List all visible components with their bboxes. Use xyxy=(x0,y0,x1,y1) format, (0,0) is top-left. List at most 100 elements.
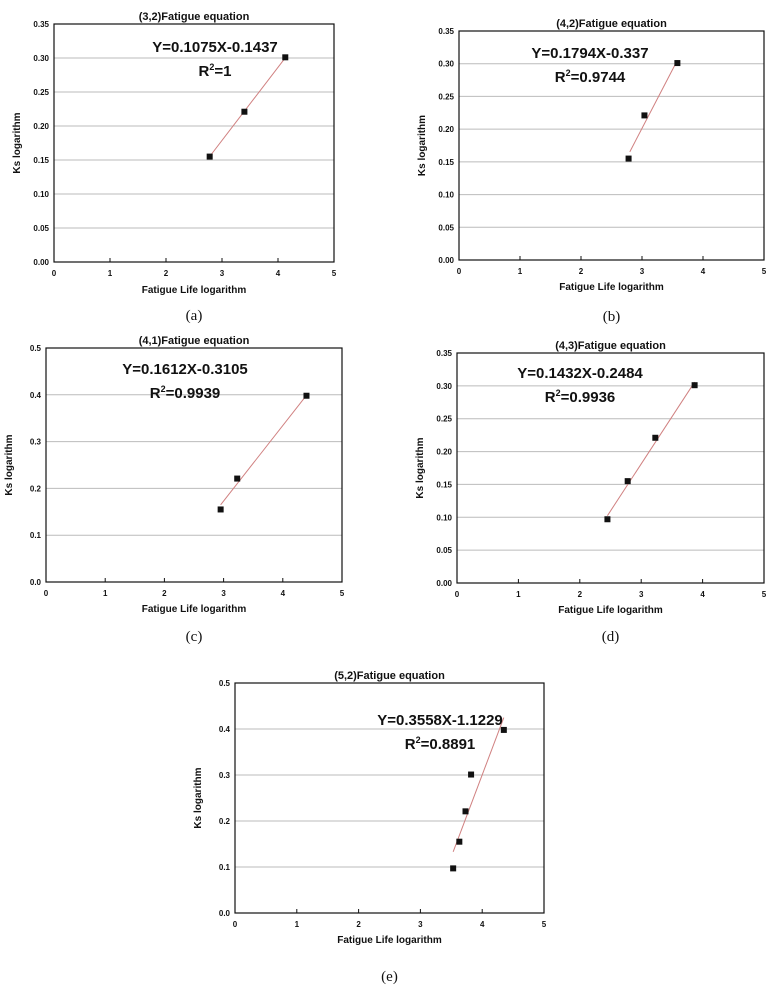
x-axis-label: Fatigue Life logarithm xyxy=(142,604,247,615)
x-tick-label: 1 xyxy=(103,589,108,598)
data-point xyxy=(500,726,507,733)
y-tick-label: 0.05 xyxy=(436,546,452,555)
x-axis-label: Fatigue Life logarithm xyxy=(559,282,664,293)
r-squared-label: R2=0.9744 xyxy=(555,68,626,86)
r-squared-exponent: 2 xyxy=(161,384,166,394)
r-squared-exponent: 2 xyxy=(416,735,421,745)
x-tick-label: 1 xyxy=(295,920,300,929)
x-tick-label: 1 xyxy=(516,590,521,599)
data-point xyxy=(282,54,289,61)
data-point xyxy=(674,60,681,67)
y-tick-label: 0.4 xyxy=(30,391,42,400)
y-tick-label: 0.20 xyxy=(436,448,452,457)
x-tick-label: 3 xyxy=(418,920,423,929)
y-tick-label: 0.05 xyxy=(438,223,454,232)
x-tick-label: 4 xyxy=(276,269,281,278)
chart-title: (3,2)Fatigue equation xyxy=(139,11,250,23)
y-axis-label: Ks logarithm xyxy=(12,112,23,173)
data-point xyxy=(303,392,310,399)
plot-frame xyxy=(458,30,765,261)
r-squared-label: R2=0.9936 xyxy=(545,388,616,406)
r-squared-label: R2=0.8891 xyxy=(405,735,476,753)
x-tick-label: 5 xyxy=(762,267,767,276)
x-tick-label: 2 xyxy=(579,267,584,276)
y-tick-label: 0.30 xyxy=(436,382,452,391)
r-squared-exponent: 2 xyxy=(209,62,214,72)
x-axis-label: Fatigue Life logarithm xyxy=(337,935,442,946)
y-tick-label: 0.5 xyxy=(219,679,231,688)
data-point xyxy=(206,153,213,160)
chart-title: (4,3)Fatigue equation xyxy=(555,340,666,352)
r-symbol: R xyxy=(199,63,210,80)
r-symbol: R xyxy=(405,736,416,753)
data-point xyxy=(625,155,632,162)
data-point xyxy=(641,112,648,119)
panel-caption: (e) xyxy=(381,969,398,985)
r-squared-value: =1 xyxy=(214,63,231,80)
x-tick-label: 3 xyxy=(220,269,225,278)
data-point xyxy=(604,516,611,523)
fit-line xyxy=(220,395,307,506)
y-tick-label: 0.1 xyxy=(30,531,42,540)
y-axis-label: Ks logarithm xyxy=(417,115,428,176)
chart-title: (4,1)Fatigue equation xyxy=(139,335,250,347)
x-tick-label: 5 xyxy=(762,590,767,599)
plot-frame xyxy=(45,347,343,583)
y-tick-label: 0.00 xyxy=(33,258,49,267)
y-tick-label: 0.25 xyxy=(436,415,452,424)
y-tick-label: 0.25 xyxy=(33,88,49,97)
x-tick-label: 3 xyxy=(221,589,226,598)
x-tick-label: 0 xyxy=(457,267,462,276)
panel-caption: (d) xyxy=(602,629,620,645)
y-axis-label: Ks logarithm xyxy=(193,767,204,828)
y-tick-label: 0.00 xyxy=(436,579,452,588)
y-tick-label: 0.25 xyxy=(438,92,454,101)
y-tick-label: 0.30 xyxy=(438,60,454,69)
x-tick-label: 4 xyxy=(701,267,706,276)
y-tick-label: 0.5 xyxy=(30,344,42,353)
y-tick-label: 0.15 xyxy=(33,156,49,165)
y-tick-label: 0.20 xyxy=(33,122,49,131)
y-tick-label: 0.10 xyxy=(438,191,454,200)
r-symbol: R xyxy=(555,69,566,86)
r-squared-value: =0.9936 xyxy=(561,389,616,406)
r-squared-value: =0.8891 xyxy=(421,736,476,753)
chart-title: (4,2)Fatigue equation xyxy=(556,18,667,30)
r-squared-exponent: 2 xyxy=(556,388,561,398)
x-tick-label: 4 xyxy=(281,589,286,598)
y-tick-label: 0.0 xyxy=(30,578,42,587)
equation-label: Y=0.1612X-0.3105 xyxy=(122,361,248,378)
chart-panel-b: 0.00 0.05 0.10 0.15 0.20 0.25 0.30 0.35 0 1 2 3 4 5 (4… xyxy=(417,18,767,325)
y-tick-label: 0.15 xyxy=(436,480,452,489)
y-tick-label: 0.00 xyxy=(438,256,454,265)
x-tick-label: 4 xyxy=(480,920,485,929)
plot-frame xyxy=(234,682,545,914)
panel-caption: (c) xyxy=(186,629,203,645)
chart-panel-a: 0.00 0.05 0.10 0.15 0.20 0.25 0.30 0.35 0 1 2 3 4 5 (3… xyxy=(12,11,337,324)
data-point xyxy=(652,434,659,441)
x-tick-label: 0 xyxy=(44,589,49,598)
x-tick-label: 1 xyxy=(108,269,113,278)
data-point xyxy=(450,865,457,872)
r-symbol: R xyxy=(545,389,556,406)
data-point xyxy=(462,808,469,815)
r-symbol: R xyxy=(150,385,161,402)
x-tick-label: 5 xyxy=(332,269,337,278)
equation-label: Y=0.1432X-0.2484 xyxy=(517,365,643,382)
x-axis-label: Fatigue Life logarithm xyxy=(142,285,247,296)
y-tick-label: 0.3 xyxy=(30,438,42,447)
y-tick-label: 0.35 xyxy=(33,20,49,29)
y-tick-label: 0.35 xyxy=(438,27,454,36)
y-tick-label: 0.3 xyxy=(219,771,231,780)
data-point xyxy=(456,838,463,845)
panel-caption: (b) xyxy=(603,309,621,325)
chart-panel-c: 0.0 0.1 0.2 0.3 0.4 0.5 0 1 2 3 4 5 (4,1)Fatigue equ… xyxy=(4,335,345,645)
equation-label: Y=0.3558X-1.1229 xyxy=(377,712,503,729)
data-point xyxy=(217,506,224,513)
y-tick-label: 0.10 xyxy=(436,513,452,522)
r-squared-exponent: 2 xyxy=(566,68,571,78)
fit-line xyxy=(452,717,505,852)
y-tick-label: 0.2 xyxy=(30,484,42,493)
chart-title: (5,2)Fatigue equation xyxy=(334,670,445,682)
x-tick-label: 1 xyxy=(518,267,523,276)
